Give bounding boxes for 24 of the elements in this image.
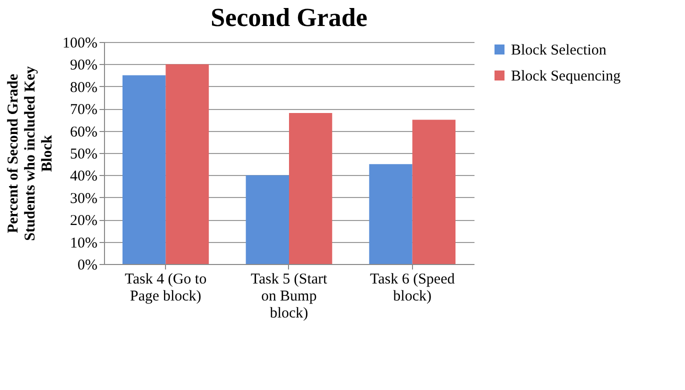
- y-tick-label: 70%: [70, 102, 98, 118]
- y-tick-label: 30%: [70, 190, 98, 207]
- y-tick-label: 50%: [70, 146, 98, 162]
- y-tick-label: 40%: [70, 168, 98, 185]
- y-tick-label: 0%: [78, 258, 98, 274]
- x-tick-label: Task 5 (Start on Bump block): [250, 272, 328, 322]
- y-tick-label: 20%: [70, 213, 98, 230]
- y-tick-label: 60%: [70, 124, 98, 140]
- bar: [246, 175, 289, 264]
- y-tick-label: 80%: [70, 80, 98, 96]
- y-tick-label: 90%: [70, 58, 98, 74]
- y-tick-label: 10%: [70, 235, 98, 252]
- legend-label: Block Selection: [511, 42, 607, 58]
- x-tick-label: Task 6 (Speed block): [370, 272, 456, 304]
- bar: [122, 75, 166, 264]
- y-axis-title: Percent of Second Grade Students who included Key Block: [6, 66, 56, 241]
- legend-label: Block Sequencing: [511, 68, 622, 84]
- chart-title: Second Grade: [210, 3, 368, 32]
- bar: [369, 164, 412, 264]
- bar: [289, 113, 332, 264]
- bar: [166, 64, 209, 264]
- x-tick-label: Task 4 (Go to Page block): [124, 272, 207, 304]
- y-tick-label: 100%: [62, 36, 98, 52]
- bar: [412, 120, 456, 264]
